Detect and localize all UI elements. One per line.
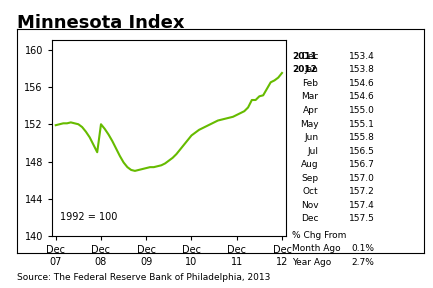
Text: Jan: Jan: [304, 65, 318, 74]
Text: Jun: Jun: [304, 133, 318, 142]
Text: 154.6: 154.6: [349, 92, 375, 101]
Text: 155.0: 155.0: [349, 106, 375, 115]
Text: May: May: [300, 120, 318, 128]
Text: 2012: 2012: [292, 65, 317, 74]
Text: % Chg From: % Chg From: [292, 231, 347, 240]
Text: 1992 = 100: 1992 = 100: [59, 212, 117, 222]
Text: Aug: Aug: [301, 160, 318, 169]
Text: 156.7: 156.7: [349, 160, 375, 169]
Text: Nov: Nov: [301, 201, 318, 210]
Text: 155.1: 155.1: [349, 120, 375, 128]
Text: Year Ago: Year Ago: [292, 258, 332, 267]
Text: Source: The Federal Reserve Bank of Philadelphia, 2013: Source: The Federal Reserve Bank of Phil…: [17, 273, 271, 282]
Text: Dec: Dec: [301, 214, 318, 223]
Text: 153.8: 153.8: [349, 65, 375, 74]
Text: 157.4: 157.4: [349, 201, 375, 210]
Text: 153.4: 153.4: [349, 52, 375, 61]
Text: Feb: Feb: [302, 79, 318, 88]
Text: 155.8: 155.8: [349, 133, 375, 142]
Text: Apr: Apr: [303, 106, 318, 115]
Text: 2011: 2011: [292, 52, 317, 61]
Text: 157.2: 157.2: [349, 187, 375, 196]
Text: 0.1%: 0.1%: [352, 244, 375, 253]
Text: Minnesota Index: Minnesota Index: [17, 14, 185, 33]
Text: Oct: Oct: [303, 187, 318, 196]
Text: 156.5: 156.5: [349, 147, 375, 156]
Text: 2.7%: 2.7%: [352, 258, 375, 267]
Text: Month Ago: Month Ago: [292, 244, 341, 253]
Text: Sep: Sep: [301, 174, 318, 183]
Text: 154.6: 154.6: [349, 79, 375, 88]
Text: Dec: Dec: [301, 52, 318, 61]
Text: 157.0: 157.0: [349, 174, 375, 183]
Text: 157.5: 157.5: [349, 214, 375, 223]
Text: Mar: Mar: [301, 92, 318, 101]
Text: Jul: Jul: [307, 147, 318, 156]
